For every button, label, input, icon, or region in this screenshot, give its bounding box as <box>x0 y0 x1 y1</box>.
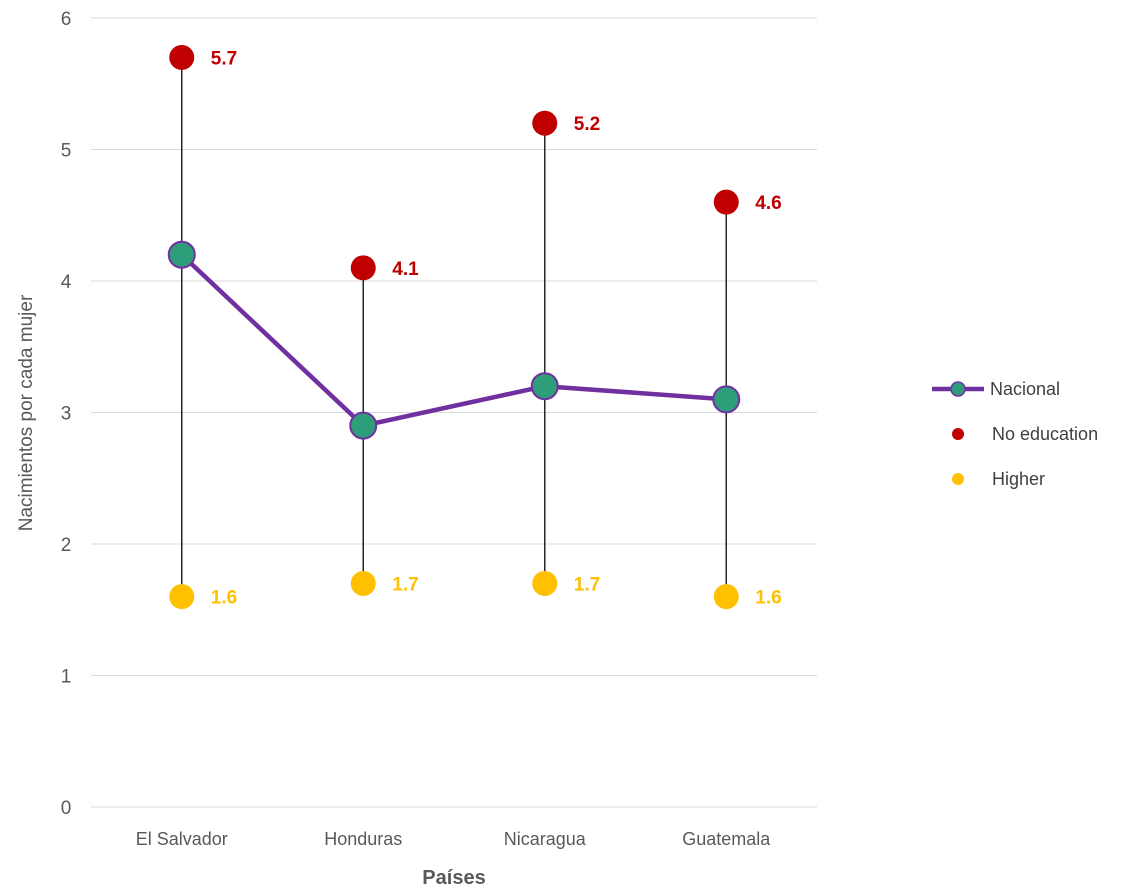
data-point-nacional <box>712 385 741 414</box>
x-tick-label: El Salvador <box>136 829 228 849</box>
legend-label: No education <box>992 424 1098 444</box>
data-labels: 5.7 4.1 5.2 4.6 1.6 1.7 1.7 1.6 <box>211 48 782 608</box>
data-point-no-education <box>532 110 558 136</box>
x-axis-title: Países <box>422 867 485 889</box>
data-point-higher <box>713 584 739 610</box>
y-tick-label: 5 <box>61 141 72 162</box>
data-label: 1.7 <box>574 574 600 595</box>
grid <box>91 17 817 808</box>
legend-label: Higher <box>992 469 1045 489</box>
x-tick-label: Guatemala <box>682 829 771 849</box>
data-point-nacional <box>167 240 196 269</box>
data-point-higher <box>350 570 376 596</box>
data-point-higher <box>532 570 558 596</box>
legend-label: Nacional <box>990 379 1060 399</box>
y-axis-ticks: 0 1 2 3 4 5 6 <box>61 9 72 819</box>
data-label: 1.6 <box>211 588 237 609</box>
y-tick-label: 1 <box>61 667 72 688</box>
data-label: 5.2 <box>574 114 600 135</box>
data-point-nacional <box>530 372 559 401</box>
data-label: 5.7 <box>211 48 237 69</box>
y-tick-label: 4 <box>61 272 72 293</box>
x-tick-label: Nicaragua <box>504 829 587 849</box>
series-line-nacional <box>180 253 727 428</box>
legend-marker-icon <box>950 381 966 397</box>
y-tick-label: 3 <box>61 404 72 425</box>
series <box>167 44 741 610</box>
data-point-higher <box>169 584 195 610</box>
y-axis-title: Nacimientos por cada mujer <box>16 294 37 531</box>
data-label: 4.6 <box>755 193 781 214</box>
legend: Nacional No education Higher <box>932 379 1098 489</box>
data-label: 4.1 <box>392 259 419 280</box>
x-tick-label: Honduras <box>324 829 402 849</box>
x-axis-ticks: El Salvador Honduras Nicaragua Guatemala <box>136 829 772 849</box>
data-point-no-education <box>169 44 195 70</box>
data-point-no-education <box>350 255 376 281</box>
data-label: 1.7 <box>392 574 418 595</box>
legend-marker-icon <box>952 428 964 440</box>
legend-marker-icon <box>952 473 964 485</box>
y-tick-label: 2 <box>61 535 72 556</box>
data-point-nacional <box>349 411 378 440</box>
data-point-no-education <box>713 189 739 215</box>
y-tick-label: 0 <box>61 798 72 819</box>
range-lines <box>181 57 727 597</box>
y-tick-label: 6 <box>61 9 72 30</box>
data-label: 1.6 <box>755 588 781 609</box>
